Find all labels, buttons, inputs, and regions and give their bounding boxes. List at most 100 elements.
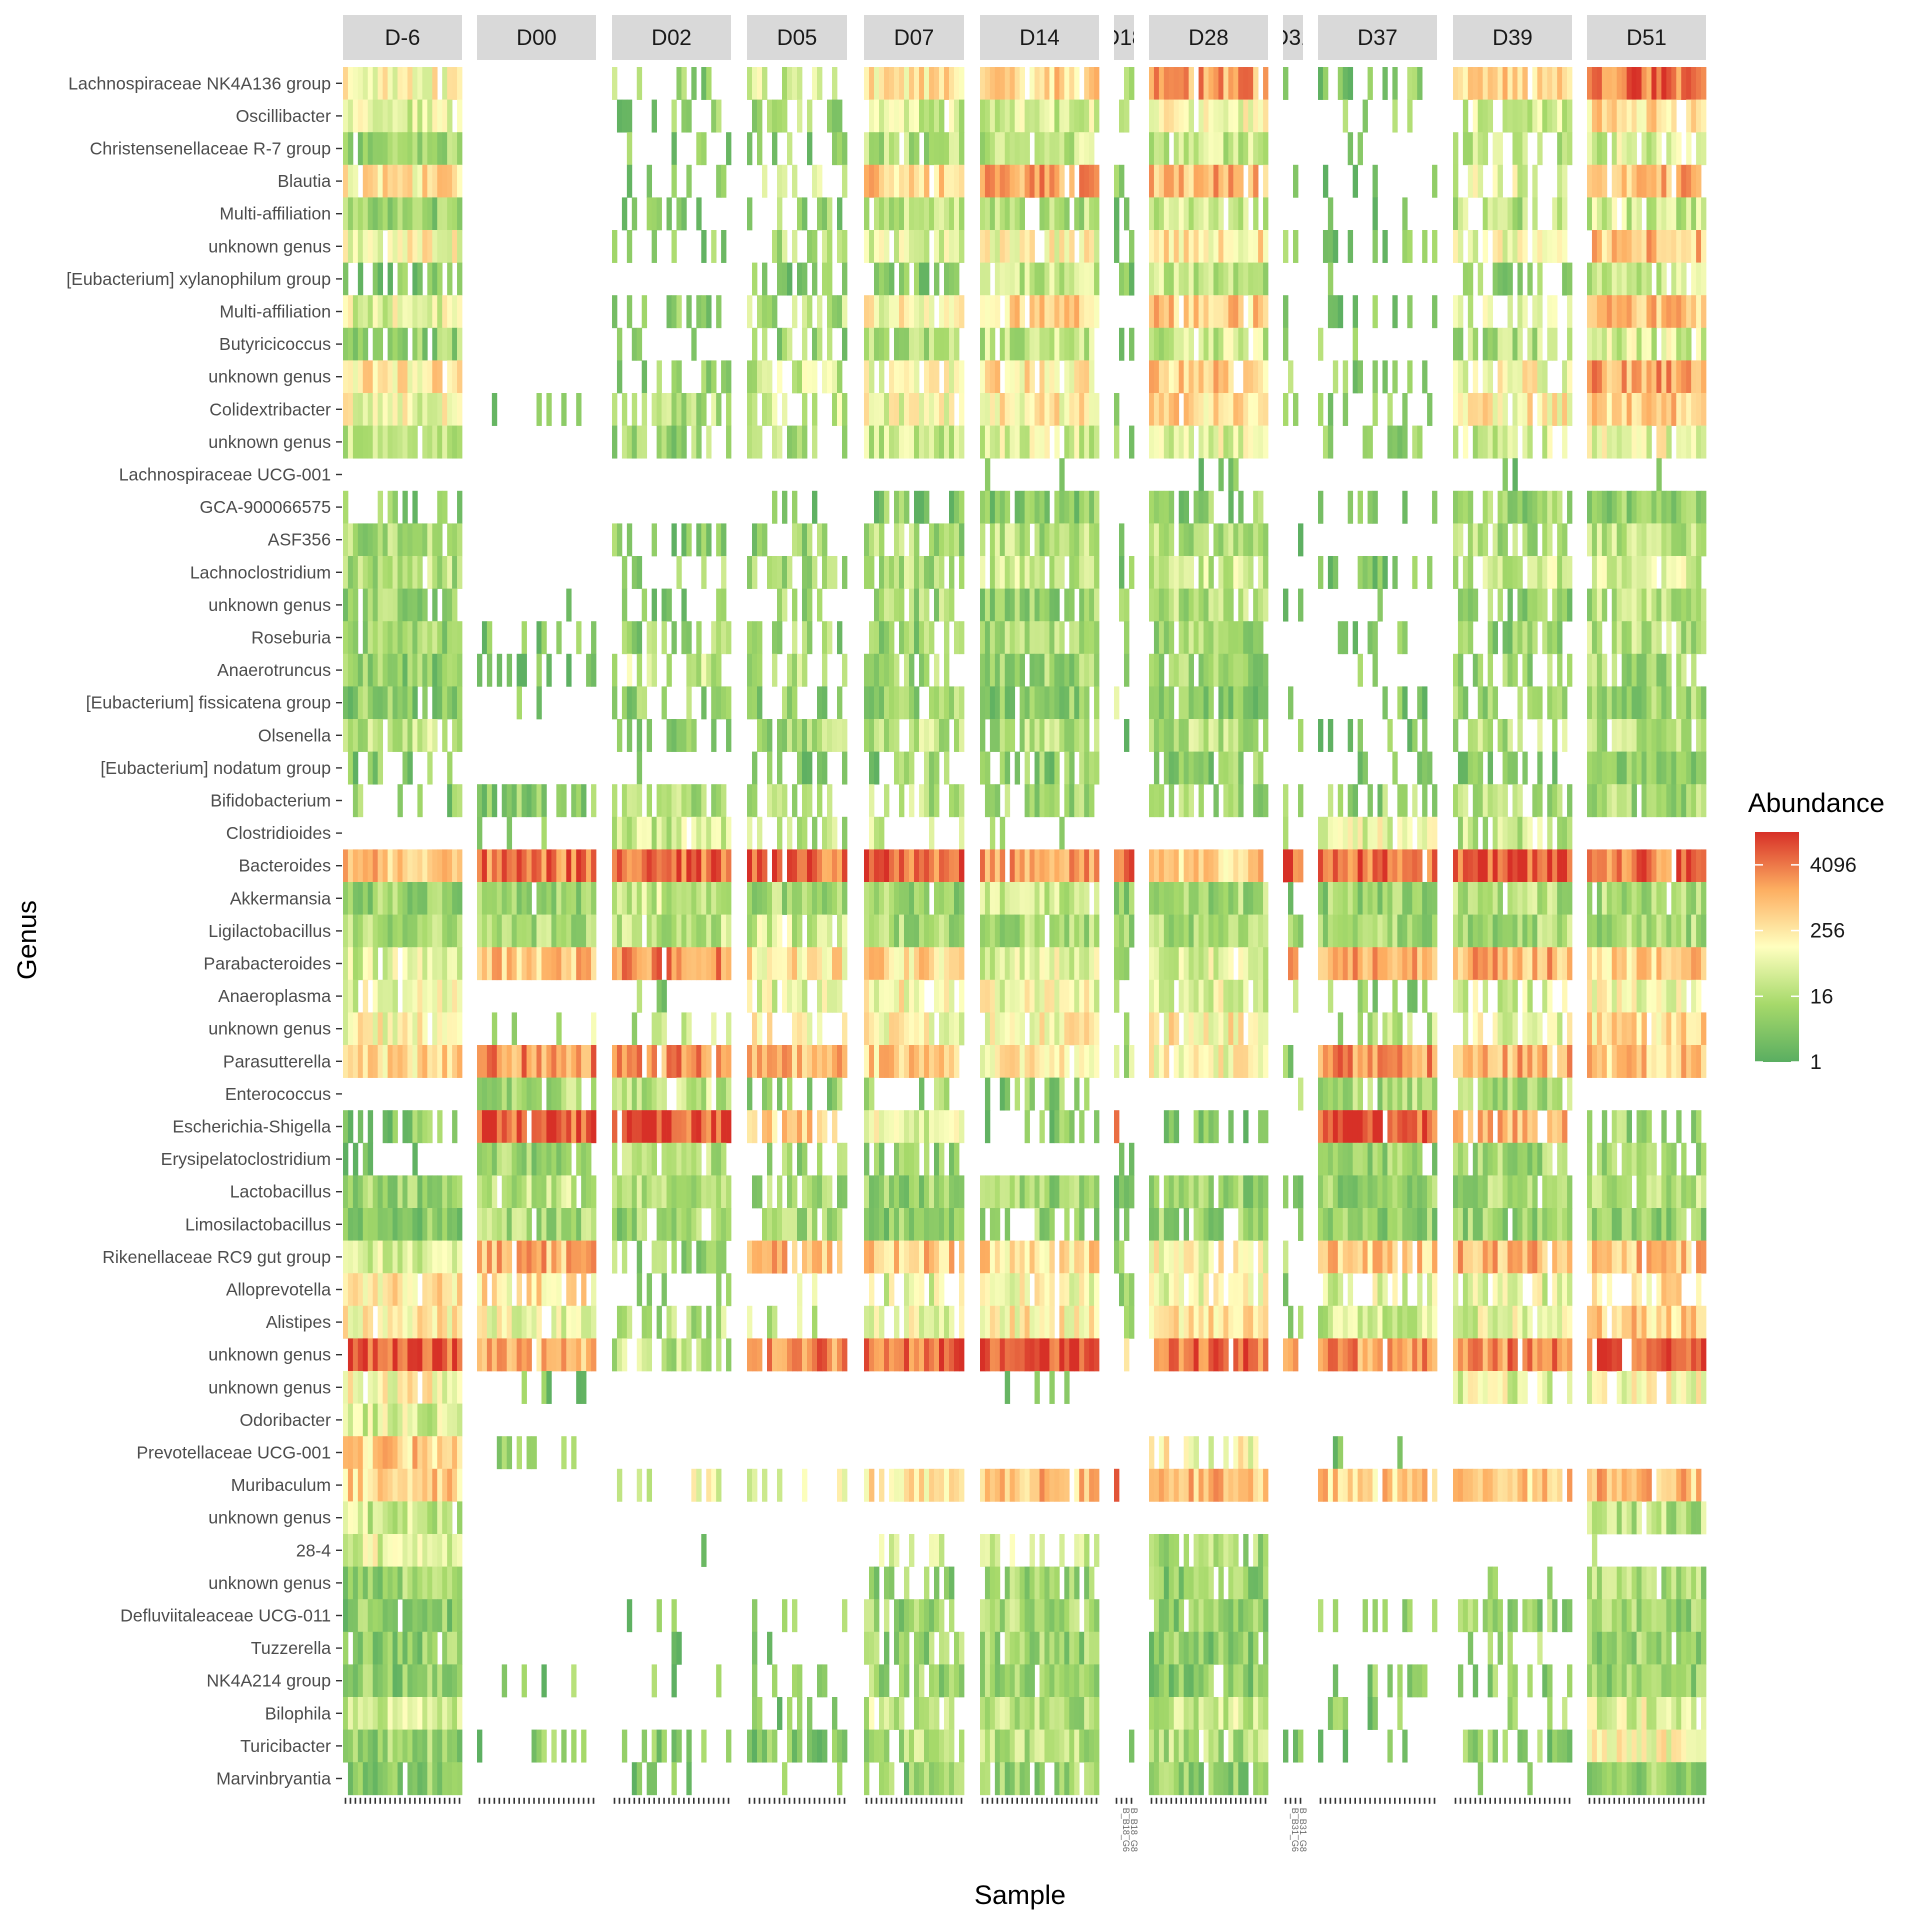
heatmap-cell [752, 1664, 758, 1698]
heatmap-cell [939, 327, 945, 361]
heatmap-cell [797, 1664, 803, 1698]
heatmap-cell [944, 914, 950, 948]
heatmap-cell [984, 1012, 991, 1046]
heatmap-cell [362, 979, 369, 1013]
heatmap-cell [1019, 393, 1025, 426]
heatmap-cell [1044, 1175, 1050, 1209]
heatmap-cell [496, 1045, 503, 1078]
heatmap-cell [929, 523, 935, 557]
heatmap-cell [864, 1729, 870, 1763]
heatmap-cell [929, 1468, 935, 1502]
heatmap-cell [362, 1631, 369, 1665]
heatmap-cell [929, 1338, 935, 1372]
heatmap-cell [1084, 1305, 1090, 1339]
heatmap-cell [752, 914, 758, 948]
heatmap-cell [1094, 164, 1100, 198]
heatmap-cell [792, 1012, 798, 1046]
heatmap-cell [442, 1664, 448, 1698]
heatmap-cell [412, 360, 418, 394]
heatmap-cell [686, 882, 692, 915]
heatmap-cell [1059, 67, 1065, 100]
heatmap-cell [541, 849, 547, 883]
heatmap-cell [357, 556, 364, 589]
heatmap-cell [924, 132, 930, 166]
heatmap-cell [427, 197, 433, 231]
heatmap-cell [939, 230, 945, 263]
heatmap-cell [372, 360, 379, 394]
heatmap-cell [1153, 719, 1160, 752]
heatmap-cell [1049, 230, 1055, 263]
heatmap-cell [591, 1012, 597, 1046]
heatmap-cell [377, 1697, 384, 1730]
heatmap-cell [1049, 751, 1055, 785]
heatmap-cell [1069, 979, 1075, 1013]
heatmap-cell [837, 1338, 843, 1372]
heatmap-cell [377, 882, 384, 915]
heatmap-cell [681, 1208, 687, 1241]
heatmap-cell [1074, 1468, 1080, 1502]
heatmap-cell [807, 1208, 813, 1241]
heatmap-cell [879, 230, 885, 263]
heatmap-cell [1019, 262, 1025, 296]
heatmap-cell [1049, 784, 1055, 818]
heatmap-cell [1243, 653, 1249, 687]
heatmap-cell [372, 686, 379, 720]
heatmap-cell [347, 1045, 354, 1078]
heatmap-cell [1014, 556, 1021, 589]
heatmap-cell [1069, 67, 1075, 100]
heatmap-cell [1223, 979, 1229, 1013]
heatmap-cell [1129, 1729, 1135, 1763]
heatmap-cell [417, 1403, 423, 1437]
heatmap-cell [571, 914, 577, 948]
heatmap-cell [1054, 197, 1060, 231]
heatmap-cell [1198, 882, 1204, 915]
heatmap-cell [989, 1045, 996, 1078]
heatmap-cell [924, 230, 930, 263]
heatmap-cell [1228, 751, 1234, 785]
heatmap-cell [442, 1697, 448, 1730]
heatmap-cell [437, 1175, 443, 1209]
heatmap-cell [452, 197, 458, 231]
heatmap-cell [879, 197, 885, 231]
heatmap-cell [884, 784, 890, 818]
heatmap-cell [752, 1240, 758, 1274]
heatmap-cell [447, 588, 453, 622]
heatmap-cell [914, 1468, 920, 1502]
heatmap-cell [402, 719, 408, 752]
heatmap-cell [576, 914, 582, 948]
heatmap-cell [442, 1599, 448, 1633]
heatmap-cell [437, 393, 443, 426]
heatmap-cell [392, 621, 398, 655]
heatmap-cell [1124, 947, 1130, 981]
heatmap-cell [757, 816, 763, 850]
heatmap-cell [832, 360, 838, 394]
heatmap-cell [656, 393, 662, 426]
heatmap-cell [1059, 882, 1065, 915]
heatmap-cell [1198, 262, 1204, 296]
heatmap-cell [407, 849, 413, 883]
heatmap-cell [676, 784, 682, 818]
heatmap-cell [904, 327, 910, 361]
heatmap-cell [646, 197, 653, 231]
heatmap-cell [869, 360, 875, 394]
heatmap-cell [989, 1599, 996, 1633]
heatmap-cell [914, 1664, 920, 1698]
heatmap-cell [747, 556, 753, 589]
heatmap-cell [757, 295, 763, 329]
heatmap-cell [924, 67, 930, 100]
heatmap-cell [646, 1045, 653, 1078]
heatmap-cell [1253, 588, 1259, 622]
heatmap-cell [782, 979, 788, 1013]
heatmap-cell [1084, 230, 1090, 263]
heatmap-cell [477, 653, 483, 687]
heatmap-cell [879, 719, 885, 752]
heatmap-cell [994, 1240, 1001, 1274]
heatmap-cell [701, 360, 707, 394]
heatmap-cell [377, 1468, 384, 1502]
heatmap-cell [934, 1729, 940, 1763]
heatmap-cell [1178, 784, 1185, 818]
heatmap-cell [984, 947, 991, 981]
heatmap-cell [616, 99, 623, 133]
heatmap-cell [884, 914, 890, 948]
heatmap-cell [904, 262, 910, 296]
